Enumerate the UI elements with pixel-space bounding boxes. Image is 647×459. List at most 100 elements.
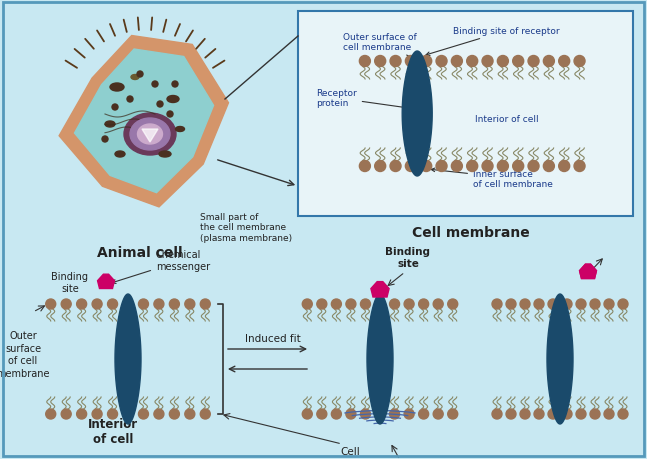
Circle shape: [466, 161, 477, 172]
Circle shape: [375, 56, 386, 67]
Circle shape: [548, 299, 558, 309]
Polygon shape: [59, 36, 228, 207]
Circle shape: [167, 112, 173, 118]
Ellipse shape: [159, 151, 171, 157]
Circle shape: [138, 409, 148, 419]
Circle shape: [375, 299, 385, 309]
Circle shape: [112, 105, 118, 111]
Circle shape: [436, 161, 447, 172]
Circle shape: [604, 299, 614, 309]
Circle shape: [528, 161, 539, 172]
Circle shape: [346, 409, 356, 419]
Polygon shape: [74, 50, 214, 193]
Text: Interior
of cell: Interior of cell: [88, 417, 138, 445]
Circle shape: [102, 137, 108, 143]
Circle shape: [559, 56, 570, 67]
Circle shape: [201, 299, 210, 309]
Circle shape: [482, 161, 493, 172]
FancyBboxPatch shape: [298, 12, 633, 217]
Circle shape: [548, 409, 558, 419]
Text: Cell
membrane: Cell membrane: [322, 446, 378, 459]
Circle shape: [520, 409, 530, 419]
Circle shape: [123, 409, 133, 419]
Ellipse shape: [110, 84, 124, 92]
Circle shape: [421, 161, 432, 172]
Circle shape: [172, 82, 178, 88]
Circle shape: [138, 299, 148, 309]
Circle shape: [492, 299, 502, 309]
Circle shape: [46, 299, 56, 309]
Circle shape: [92, 299, 102, 309]
Circle shape: [590, 299, 600, 309]
Text: Chemical
messenger: Chemical messenger: [112, 250, 210, 284]
Circle shape: [390, 161, 401, 172]
Circle shape: [466, 56, 477, 67]
Circle shape: [389, 299, 400, 309]
Ellipse shape: [115, 151, 125, 157]
Circle shape: [520, 299, 530, 309]
Ellipse shape: [138, 125, 162, 145]
Circle shape: [157, 102, 163, 108]
Circle shape: [498, 161, 509, 172]
Circle shape: [433, 299, 443, 309]
Circle shape: [559, 161, 570, 172]
Polygon shape: [142, 130, 158, 143]
Circle shape: [534, 409, 544, 419]
Circle shape: [543, 161, 554, 172]
Circle shape: [419, 409, 428, 419]
Text: Receptor
protein: Receptor protein: [316, 89, 408, 110]
Circle shape: [170, 409, 179, 419]
Text: Induced fit: Induced fit: [245, 333, 300, 343]
Circle shape: [618, 299, 628, 309]
Text: Binding
site: Binding site: [386, 247, 430, 269]
Text: Outer surface of
cell membrane: Outer surface of cell membrane: [343, 33, 419, 62]
Circle shape: [317, 299, 327, 309]
Circle shape: [492, 409, 502, 419]
Circle shape: [360, 299, 371, 309]
Circle shape: [452, 161, 463, 172]
Ellipse shape: [167, 96, 179, 103]
Circle shape: [317, 409, 327, 419]
Circle shape: [346, 299, 356, 309]
Polygon shape: [98, 274, 115, 289]
Circle shape: [506, 299, 516, 309]
Circle shape: [76, 299, 87, 309]
Circle shape: [170, 299, 179, 309]
Circle shape: [201, 409, 210, 419]
Circle shape: [436, 56, 447, 67]
Circle shape: [576, 409, 586, 419]
Circle shape: [390, 56, 401, 67]
Circle shape: [61, 299, 71, 309]
Circle shape: [406, 56, 417, 67]
Polygon shape: [367, 294, 393, 424]
Ellipse shape: [124, 114, 176, 156]
Circle shape: [331, 409, 342, 419]
Circle shape: [154, 409, 164, 419]
Text: Inner surface
of cell membrane: Inner surface of cell membrane: [431, 168, 553, 189]
Circle shape: [506, 409, 516, 419]
Circle shape: [482, 56, 493, 67]
Circle shape: [107, 299, 118, 309]
Ellipse shape: [175, 127, 184, 132]
Circle shape: [512, 56, 523, 67]
Circle shape: [543, 56, 554, 67]
Circle shape: [419, 299, 428, 309]
Polygon shape: [115, 294, 141, 424]
Circle shape: [92, 409, 102, 419]
Polygon shape: [580, 265, 597, 279]
Circle shape: [448, 299, 457, 309]
Circle shape: [448, 409, 457, 419]
Polygon shape: [371, 282, 389, 297]
Polygon shape: [402, 52, 432, 177]
Text: Cell membrane: Cell membrane: [411, 225, 529, 240]
Circle shape: [574, 56, 585, 67]
Circle shape: [562, 409, 572, 419]
Circle shape: [359, 161, 370, 172]
Circle shape: [576, 299, 586, 309]
Circle shape: [421, 56, 432, 67]
Circle shape: [528, 56, 539, 67]
Circle shape: [185, 409, 195, 419]
Text: Outer
surface
of cell
membrane: Outer surface of cell membrane: [0, 330, 50, 378]
Circle shape: [452, 56, 463, 67]
Circle shape: [61, 409, 71, 419]
